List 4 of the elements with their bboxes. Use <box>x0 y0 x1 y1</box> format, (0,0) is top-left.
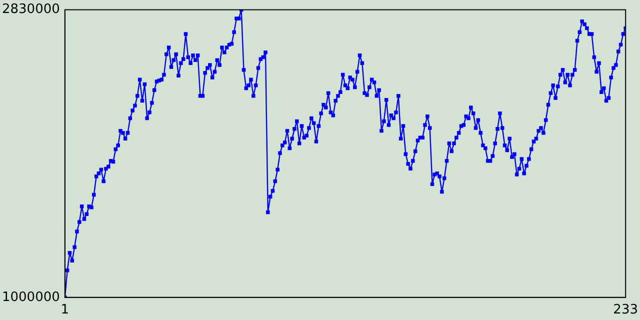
x-tick-label: 233 <box>613 302 638 318</box>
x-tick-label: 1 <box>60 302 70 318</box>
y-tick-label: 1000000 <box>2 290 60 305</box>
y-tick-label: 2830000 <box>2 2 60 18</box>
